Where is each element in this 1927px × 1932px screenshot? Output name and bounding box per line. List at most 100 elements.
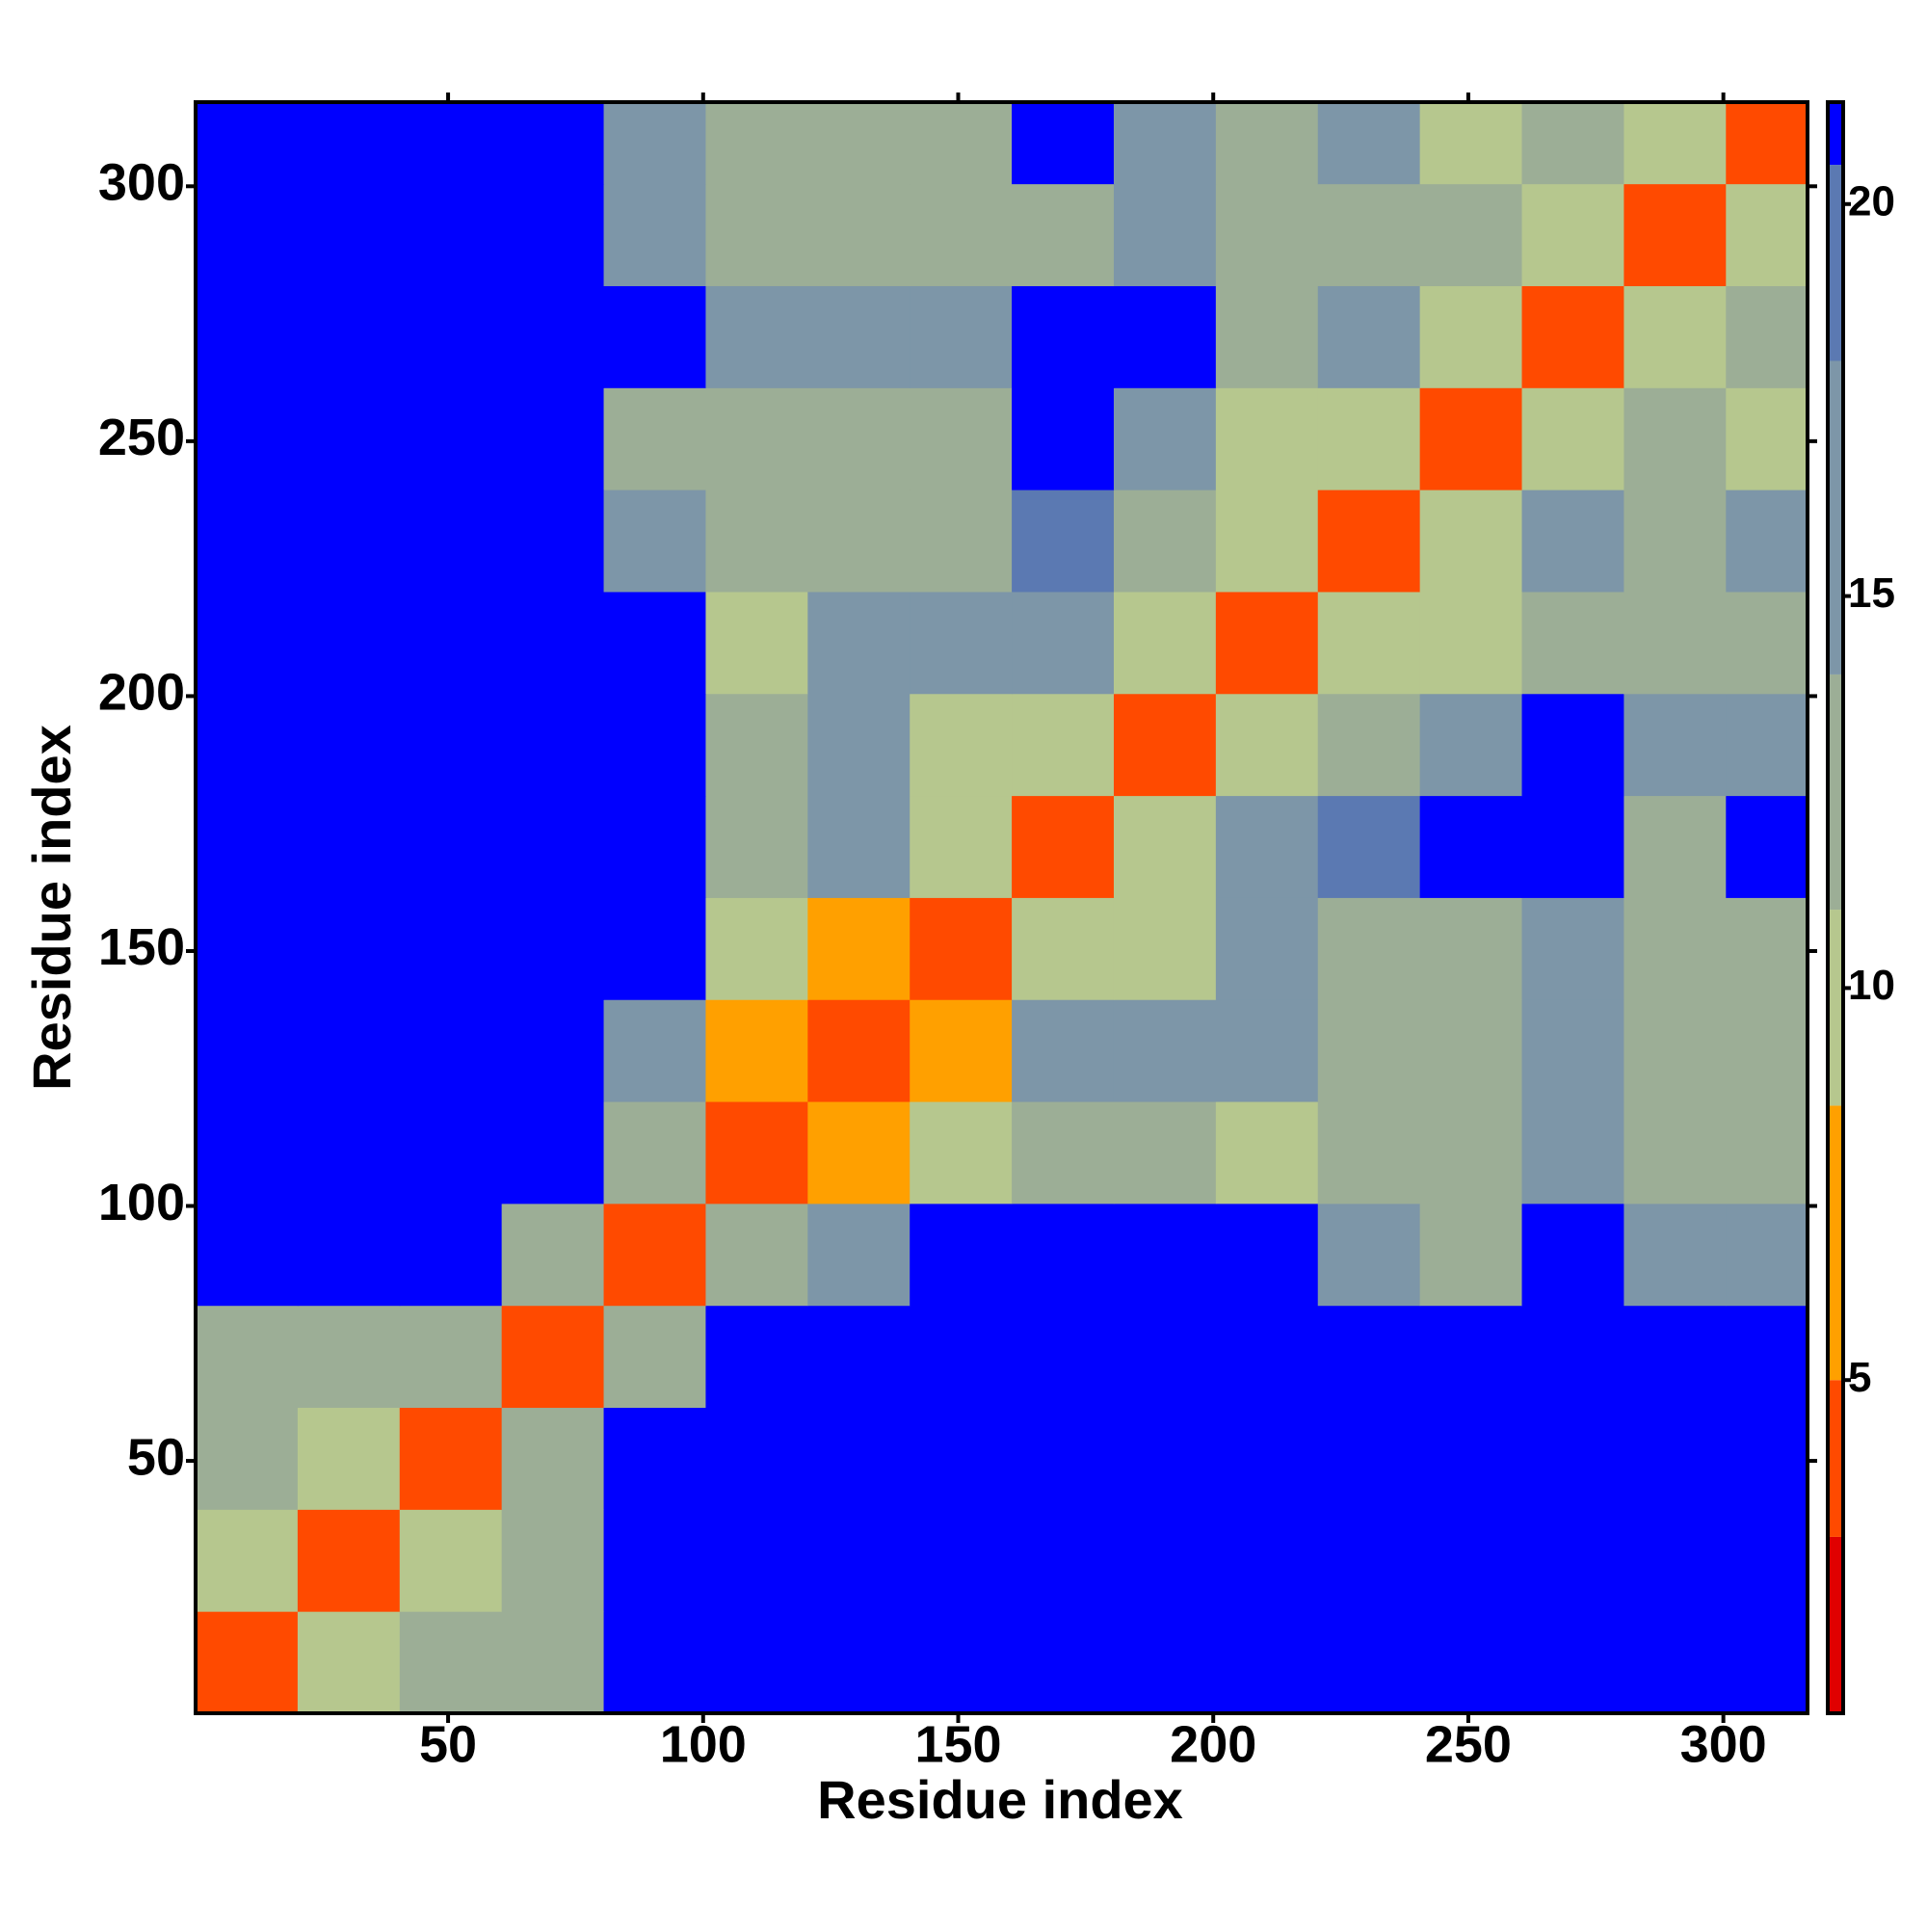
cell: [1317, 693, 1421, 797]
cell: [501, 1611, 605, 1714]
cell: [1215, 490, 1319, 593]
cell: [399, 897, 503, 1000]
cell: [399, 1611, 503, 1714]
cell: [1012, 693, 1115, 797]
cell: [1113, 285, 1217, 388]
cell: [196, 490, 299, 593]
cell: [1419, 1509, 1523, 1612]
cell: [910, 1203, 1013, 1307]
cell: [501, 183, 605, 286]
cell: [1113, 591, 1217, 695]
cell: [1317, 1611, 1421, 1714]
cell: [399, 591, 503, 695]
cell: [501, 1203, 605, 1307]
cell: [1521, 795, 1624, 898]
cell: [603, 1509, 706, 1612]
colorbar-segment: [1828, 165, 1843, 361]
cell: [501, 102, 605, 185]
cell: [1726, 285, 1808, 388]
cell: [399, 1305, 503, 1409]
cell: [603, 285, 706, 388]
cell: [705, 1509, 808, 1612]
cell: [807, 999, 911, 1102]
cell: [1113, 1407, 1217, 1510]
cell: [705, 693, 808, 797]
cell: [1317, 490, 1421, 593]
cell: [1317, 591, 1421, 695]
cell: [1726, 1407, 1808, 1510]
cell: [705, 897, 808, 1000]
cell: [1726, 693, 1808, 797]
cell: [1521, 183, 1624, 286]
cell: [1521, 999, 1624, 1102]
cell: [1012, 1407, 1115, 1510]
cell: [1521, 1611, 1624, 1714]
cell: [501, 1305, 605, 1409]
cell: [1317, 897, 1421, 1000]
cell: [1726, 1101, 1808, 1204]
cell: [1521, 591, 1624, 695]
heatmap: [196, 102, 1808, 1714]
cell: [297, 591, 401, 695]
cell: [1317, 999, 1421, 1102]
cell: [399, 387, 503, 490]
cell: [1317, 1407, 1421, 1510]
cell: [910, 693, 1013, 797]
cell: [196, 1509, 299, 1612]
cell: [1419, 387, 1523, 490]
cell: [1012, 999, 1115, 1102]
cell: [603, 183, 706, 286]
cell: [705, 1203, 808, 1307]
cell: [910, 1611, 1013, 1714]
cell: [910, 102, 1013, 185]
cell: [705, 387, 808, 490]
cell: [807, 591, 911, 695]
colorbar-tick-label: 20: [1848, 177, 1895, 225]
y-tick-label: 150: [98, 918, 185, 976]
cell: [1012, 285, 1115, 388]
cell: [1419, 102, 1523, 185]
cell: [1113, 897, 1217, 1000]
cell: [807, 183, 911, 286]
cell: [196, 1101, 299, 1204]
colorbar-segment: [1828, 102, 1843, 166]
cell: [1215, 1509, 1319, 1612]
cell: [501, 387, 605, 490]
cell: [1726, 102, 1808, 185]
cell: [1215, 102, 1319, 185]
cell: [297, 285, 401, 388]
cell: [1521, 897, 1624, 1000]
cell: [297, 102, 401, 185]
cell: [1623, 1203, 1727, 1307]
cell: [1419, 1611, 1523, 1714]
colorbar-segment: [1828, 1536, 1843, 1713]
cell: [1113, 387, 1217, 490]
cell: [297, 1203, 401, 1307]
cell: [1012, 591, 1115, 695]
cell: [1215, 387, 1319, 490]
cell: [297, 1611, 401, 1714]
cell: [501, 897, 605, 1000]
cell: [705, 285, 808, 388]
cell: [196, 1611, 299, 1714]
cell: [910, 1509, 1013, 1612]
cell: [297, 183, 401, 286]
cell: [910, 591, 1013, 695]
y-tick-label: 50: [127, 1428, 185, 1486]
cell: [196, 183, 299, 286]
cell: [807, 1509, 911, 1612]
cell: [1012, 1305, 1115, 1409]
cell: [1521, 285, 1624, 388]
cell: [196, 1305, 299, 1409]
cell: [1623, 897, 1727, 1000]
cell: [807, 1101, 911, 1204]
cell: [1215, 591, 1319, 695]
colorbar-frame: [1826, 100, 1845, 1715]
y-tick-label: 200: [98, 664, 185, 722]
cell: [1521, 1101, 1624, 1204]
cell: [705, 795, 808, 898]
cell: [807, 102, 911, 185]
cell: [297, 1509, 401, 1612]
cell: [399, 285, 503, 388]
cell: [1012, 102, 1115, 185]
